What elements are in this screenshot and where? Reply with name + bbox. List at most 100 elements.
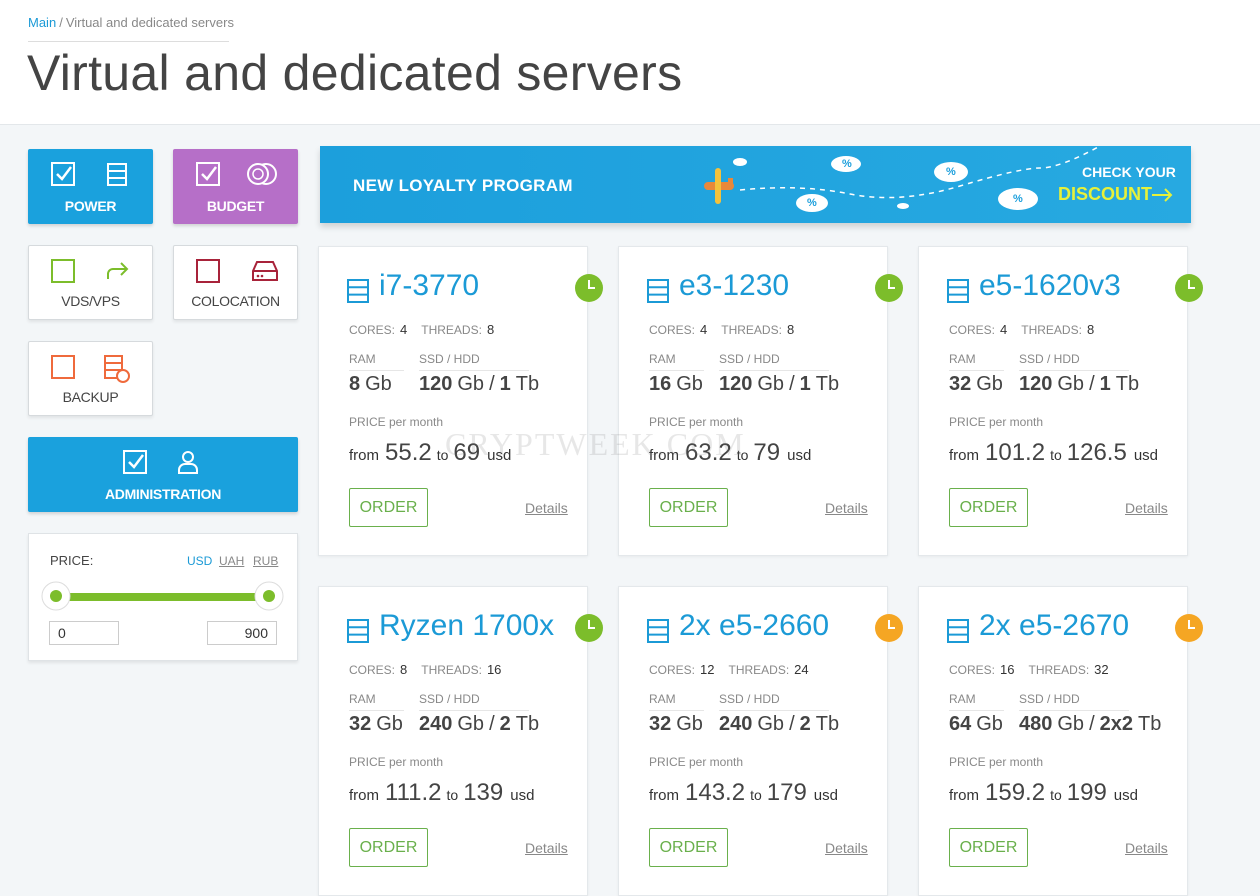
ram-value: 64 Gb [949, 713, 1008, 736]
price-to: 179 [766, 779, 807, 806]
price-word: from [949, 787, 979, 804]
ssd-amount: 120 [719, 373, 753, 395]
availability-clock [1175, 614, 1203, 642]
order-button[interactable]: ORDER [649, 488, 728, 527]
banner-badge: % [842, 158, 852, 170]
details-link[interactable]: Details [525, 500, 568, 516]
server-icon [947, 619, 969, 643]
price-to: 126.5 [1066, 439, 1127, 466]
ram-unit: Gb [676, 373, 703, 395]
banner-cta: DISCOUNT [1058, 184, 1152, 204]
header: Main / Virtual and dedicated servers Virtu… [0, 0, 1260, 125]
price-slider[interactable] [39, 578, 289, 614]
ssd-unit: Gb [1057, 713, 1085, 735]
order-button[interactable]: ORDER [949, 488, 1028, 527]
spec-row: CORES: 16 THREADS: 32 [949, 661, 1114, 679]
price-row: from 143.2 to 179 usd [649, 779, 838, 807]
price-word: to [1050, 447, 1062, 463]
watermark: CRYPTWEEK.COM [445, 426, 746, 462]
price-from: 55.2 [385, 439, 432, 466]
storage-separator: / [789, 373, 795, 395]
ssd-amount: 120 [419, 373, 453, 395]
banner-arrow [1152, 188, 1173, 202]
hdd-unit: Tb [1138, 713, 1162, 735]
spec-label: SSD / HDD [1019, 692, 1129, 711]
hdd-unit: Tb [815, 713, 840, 735]
storage-value: 120 Gb/1 Tb [719, 373, 844, 396]
currency-option[interactable]: RUB [253, 554, 279, 568]
filter-power[interactable]: POWER [28, 149, 153, 224]
order-button[interactable]: ORDER [949, 828, 1028, 867]
hdd-unit: Tb [815, 373, 840, 395]
currency-option[interactable]: UAH [219, 554, 245, 568]
price-label: PRICE per month [649, 415, 744, 429]
details-link[interactable]: Details [825, 840, 868, 856]
spec-label: THREADS: [728, 663, 790, 677]
price-min-input[interactable]: 0 [49, 621, 119, 645]
banner-badge: % [807, 197, 817, 209]
breadcrumb-link[interactable]: Main [28, 15, 57, 30]
ram-unit: Gb [976, 713, 1003, 735]
spec-value: 16 [1000, 662, 1015, 677]
filter-administration[interactable]: ADMINISTRATION [28, 437, 298, 512]
price-max-input[interactable]: 900 [207, 621, 277, 645]
ram-amount: 32 [949, 373, 972, 395]
filter-icons [196, 259, 278, 283]
order-button[interactable]: ORDER [349, 488, 428, 527]
server-name: 2x e5-2660 [679, 609, 830, 642]
ram-amount: 32 [349, 713, 372, 735]
spec-value: 4 [700, 322, 708, 337]
ram-value: 8 Gb [349, 373, 397, 396]
spec-label: CORES: [649, 663, 696, 677]
spec-label: SSD / HDD [419, 352, 529, 371]
price-currency: usd [787, 447, 812, 464]
order-button[interactable]: ORDER [349, 828, 428, 867]
price-label: PRICE per month [949, 415, 1044, 429]
spec-label: THREADS: [421, 323, 482, 337]
order-button[interactable]: ORDER [649, 828, 728, 867]
ssd-amount: 480 [1019, 713, 1053, 735]
availability-clock [575, 274, 603, 302]
spec-row: CORES: 4 THREADS: 8 [349, 321, 499, 339]
price-currency: usd [1113, 787, 1138, 804]
spec-row: CORES: 8 THREADS: 16 [349, 661, 506, 679]
filter-colocation[interactable]: COLOCATION [173, 245, 298, 320]
currency-option[interactable]: USD [187, 554, 213, 568]
details-link[interactable]: Details [525, 840, 568, 856]
server-icon [947, 279, 969, 303]
availability-clock [575, 614, 603, 642]
server-name: e3-1230 [679, 269, 790, 302]
filter-vds[interactable]: VDS/VPS [28, 245, 153, 320]
ram-unit: Gb [976, 373, 1003, 395]
spec-label: SSD / HDD [719, 692, 829, 711]
filter-backup[interactable]: BACKUP [28, 341, 153, 416]
filter-icons [123, 450, 198, 474]
filter-budget[interactable]: BUDGET [173, 149, 298, 224]
details-link[interactable]: Details [1125, 840, 1168, 856]
details-link[interactable]: Details [825, 500, 868, 516]
price-label: PRICE per month [349, 755, 444, 769]
filter-label: VDS/VPS [61, 293, 120, 309]
server-name: i7-3770 [379, 269, 480, 302]
spec-value: 24 [794, 662, 809, 677]
breadcrumb-current: Virtual and dedicated servers [65, 15, 234, 30]
server-icon [347, 619, 369, 643]
spec-label: THREADS: [1028, 663, 1090, 677]
spec-label: CORES: [949, 663, 996, 677]
price-currency: usd [487, 447, 512, 464]
spec-value: 32 [1094, 662, 1109, 677]
spec-row: CORES: 4 THREADS: 8 [949, 321, 1099, 339]
ram-value: 32 Gb [649, 713, 708, 736]
loyalty-banner[interactable]: NEW LOYALTY PROGRAM % % % % CHECK YOUR D… [320, 146, 1191, 223]
price-word: from [649, 447, 679, 464]
details-link[interactable]: Details [1125, 500, 1168, 516]
storage-value: 240 Gb/2 Tb [719, 713, 844, 736]
server-card: e5-1620v3 CORES: 4 THREADS: 8 RAM 32 Gb SSD / HD… [918, 246, 1203, 556]
ram-amount: 16 [649, 373, 672, 395]
filter-icons [196, 162, 277, 186]
price-row: from 111.2 to 139 usd [349, 779, 534, 807]
spec-label: CORES: [349, 323, 396, 337]
storage-value: 120 Gb/1 Tb [419, 373, 544, 396]
storage-value: 120 Gb/1 Tb [1019, 373, 1144, 396]
